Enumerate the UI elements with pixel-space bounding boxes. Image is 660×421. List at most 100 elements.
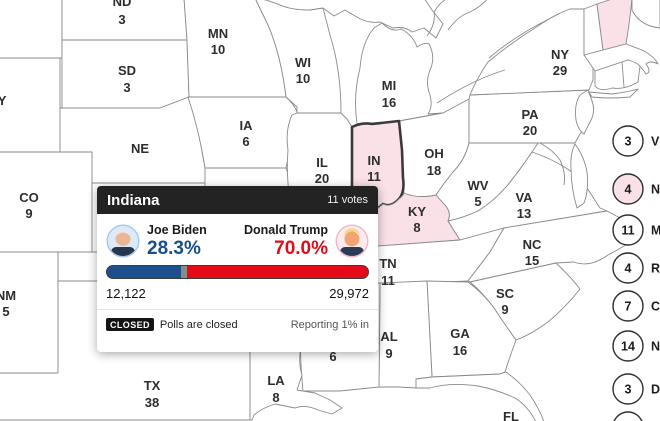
legend-ri-circle[interactable]	[612, 252, 644, 284]
state-ny[interactable]	[469, 8, 594, 96]
state-nh-highlighted[interactable]	[596, 0, 633, 51]
legend-ri[interactable]: 4 R	[612, 252, 660, 284]
legend-de-circle[interactable]	[612, 373, 644, 405]
label-ga: GA	[450, 326, 470, 341]
label-wy: WY	[0, 93, 7, 108]
legend-de[interactable]: 3 D	[612, 373, 660, 405]
lake-ontario-shore	[488, 12, 561, 59]
label-ms-votes: 6	[329, 349, 336, 364]
label-nd: ND	[113, 0, 132, 9]
lake-huron-shore	[426, 0, 446, 37]
label-ky-votes: 8	[413, 220, 420, 235]
trump-vote-count: 29,972	[329, 286, 369, 301]
poll-status-text: Polls are closed	[159, 318, 238, 331]
reporting-text: Reporting 1% in	[290, 318, 369, 331]
state-ct-ri[interactable]	[594, 59, 641, 91]
label-nc-votes: 15	[525, 253, 539, 268]
legend-ma-letter: M	[651, 224, 660, 238]
legend-nh-letter: N	[651, 183, 660, 197]
legend-de-votes: 3	[625, 383, 632, 397]
state-mt[interactable]	[0, 0, 63, 59]
lake-erie-shore	[436, 69, 506, 104]
label-co: CO	[19, 190, 39, 205]
state-nj[interactable]	[575, 89, 595, 135]
state-ny-long-island[interactable]	[588, 88, 639, 99]
legend-nh[interactable]: 4 N	[612, 173, 660, 205]
label-tn-votes: 11	[381, 273, 395, 288]
label-nd-votes: 3	[118, 12, 125, 27]
poll-status: CLOSED Polls are closed	[106, 318, 238, 331]
legend-nj-circle[interactable]	[612, 330, 644, 362]
closed-badge: CLOSED	[106, 318, 154, 331]
trump-bar-segment	[186, 266, 368, 278]
label-tn: TN	[379, 256, 396, 271]
label-mi: MI	[382, 78, 396, 93]
legend-md-circle[interactable]	[613, 411, 643, 421]
label-il: IL	[316, 155, 328, 170]
state-mi-upper[interactable]	[262, 0, 444, 39]
trump-name: Donald Trump	[243, 223, 328, 237]
results-progress-bar	[106, 265, 369, 279]
label-oh: OH	[424, 146, 444, 161]
label-va-votes: 13	[517, 206, 531, 221]
label-al: AL	[380, 329, 397, 344]
label-oh-votes: 18	[427, 163, 441, 178]
biden-result: Joe Biden 28.3%	[106, 223, 207, 259]
label-nm-votes: 5	[2, 304, 9, 319]
legend-nj-votes: 14	[621, 340, 635, 354]
ct-ri-border-line	[621, 61, 625, 88]
label-ga-votes: 16	[453, 343, 467, 358]
state-co[interactable]	[0, 151, 93, 253]
label-wi-votes: 10	[296, 71, 310, 86]
label-va: VA	[515, 190, 533, 205]
state-wy[interactable]	[0, 57, 61, 153]
label-in: IN	[368, 153, 381, 168]
label-la: LA	[267, 373, 285, 388]
legend-nj[interactable]: 14 N	[612, 330, 660, 362]
label-sd: SD	[118, 63, 136, 78]
label-wv-votes: 5	[474, 194, 481, 209]
label-ny: NY	[551, 47, 569, 62]
label-co-votes: 9	[25, 206, 32, 221]
legend-ma-circle[interactable]	[612, 214, 644, 246]
label-tx-votes: 38	[145, 395, 159, 410]
label-tx: TX	[144, 378, 161, 393]
state-me[interactable]	[631, 0, 660, 29]
legend-md-partial[interactable]	[613, 411, 643, 421]
state-delmarva[interactable]	[570, 143, 589, 209]
label-ne: NE	[131, 141, 149, 156]
tooltip-footer: CLOSED Polls are closed Reporting 1% in	[97, 309, 378, 339]
state-fl[interactable]	[415, 371, 545, 421]
biden-avatar	[106, 224, 140, 258]
state-va[interactable]	[447, 151, 608, 241]
biden-percentage: 28.3%	[147, 238, 201, 259]
legend-vt[interactable]: 3 V	[612, 125, 660, 157]
state-la[interactable]	[249, 337, 343, 421]
state-mi[interactable]	[355, 22, 444, 125]
biden-vote-count: 12,122	[106, 286, 146, 301]
biden-name: Joe Biden	[147, 223, 207, 237]
tooltip-header: Indiana 11 votes	[97, 186, 378, 214]
label-al-votes: 9	[385, 346, 392, 361]
state-ga[interactable]	[426, 280, 517, 378]
label-ny-votes: 29	[553, 63, 567, 78]
biden-bar-segment	[107, 266, 181, 278]
legend-ri-letter: R	[651, 262, 660, 276]
legend-vt-votes: 3	[625, 135, 632, 149]
label-fl: FL	[503, 409, 519, 421]
vote-counts-row: 12,122 29,972	[97, 279, 378, 301]
legend-nh-circle[interactable]	[612, 173, 644, 205]
legend-vt-letter: V	[651, 135, 660, 149]
label-ky: KY	[408, 204, 426, 219]
legend-ct[interactable]: 7 C	[612, 290, 660, 322]
legend-ma[interactable]: 11 M	[612, 214, 660, 246]
legend-vt-circle[interactable]	[612, 125, 644, 157]
legend-ct-circle[interactable]	[612, 290, 644, 322]
label-nm: NM	[0, 288, 16, 303]
legend-ma-votes: 11	[621, 224, 634, 238]
label-nc: NC	[523, 237, 542, 252]
label-pa: PA	[521, 107, 539, 122]
label-mn: MN	[208, 26, 228, 41]
label-sc: SC	[496, 286, 515, 301]
